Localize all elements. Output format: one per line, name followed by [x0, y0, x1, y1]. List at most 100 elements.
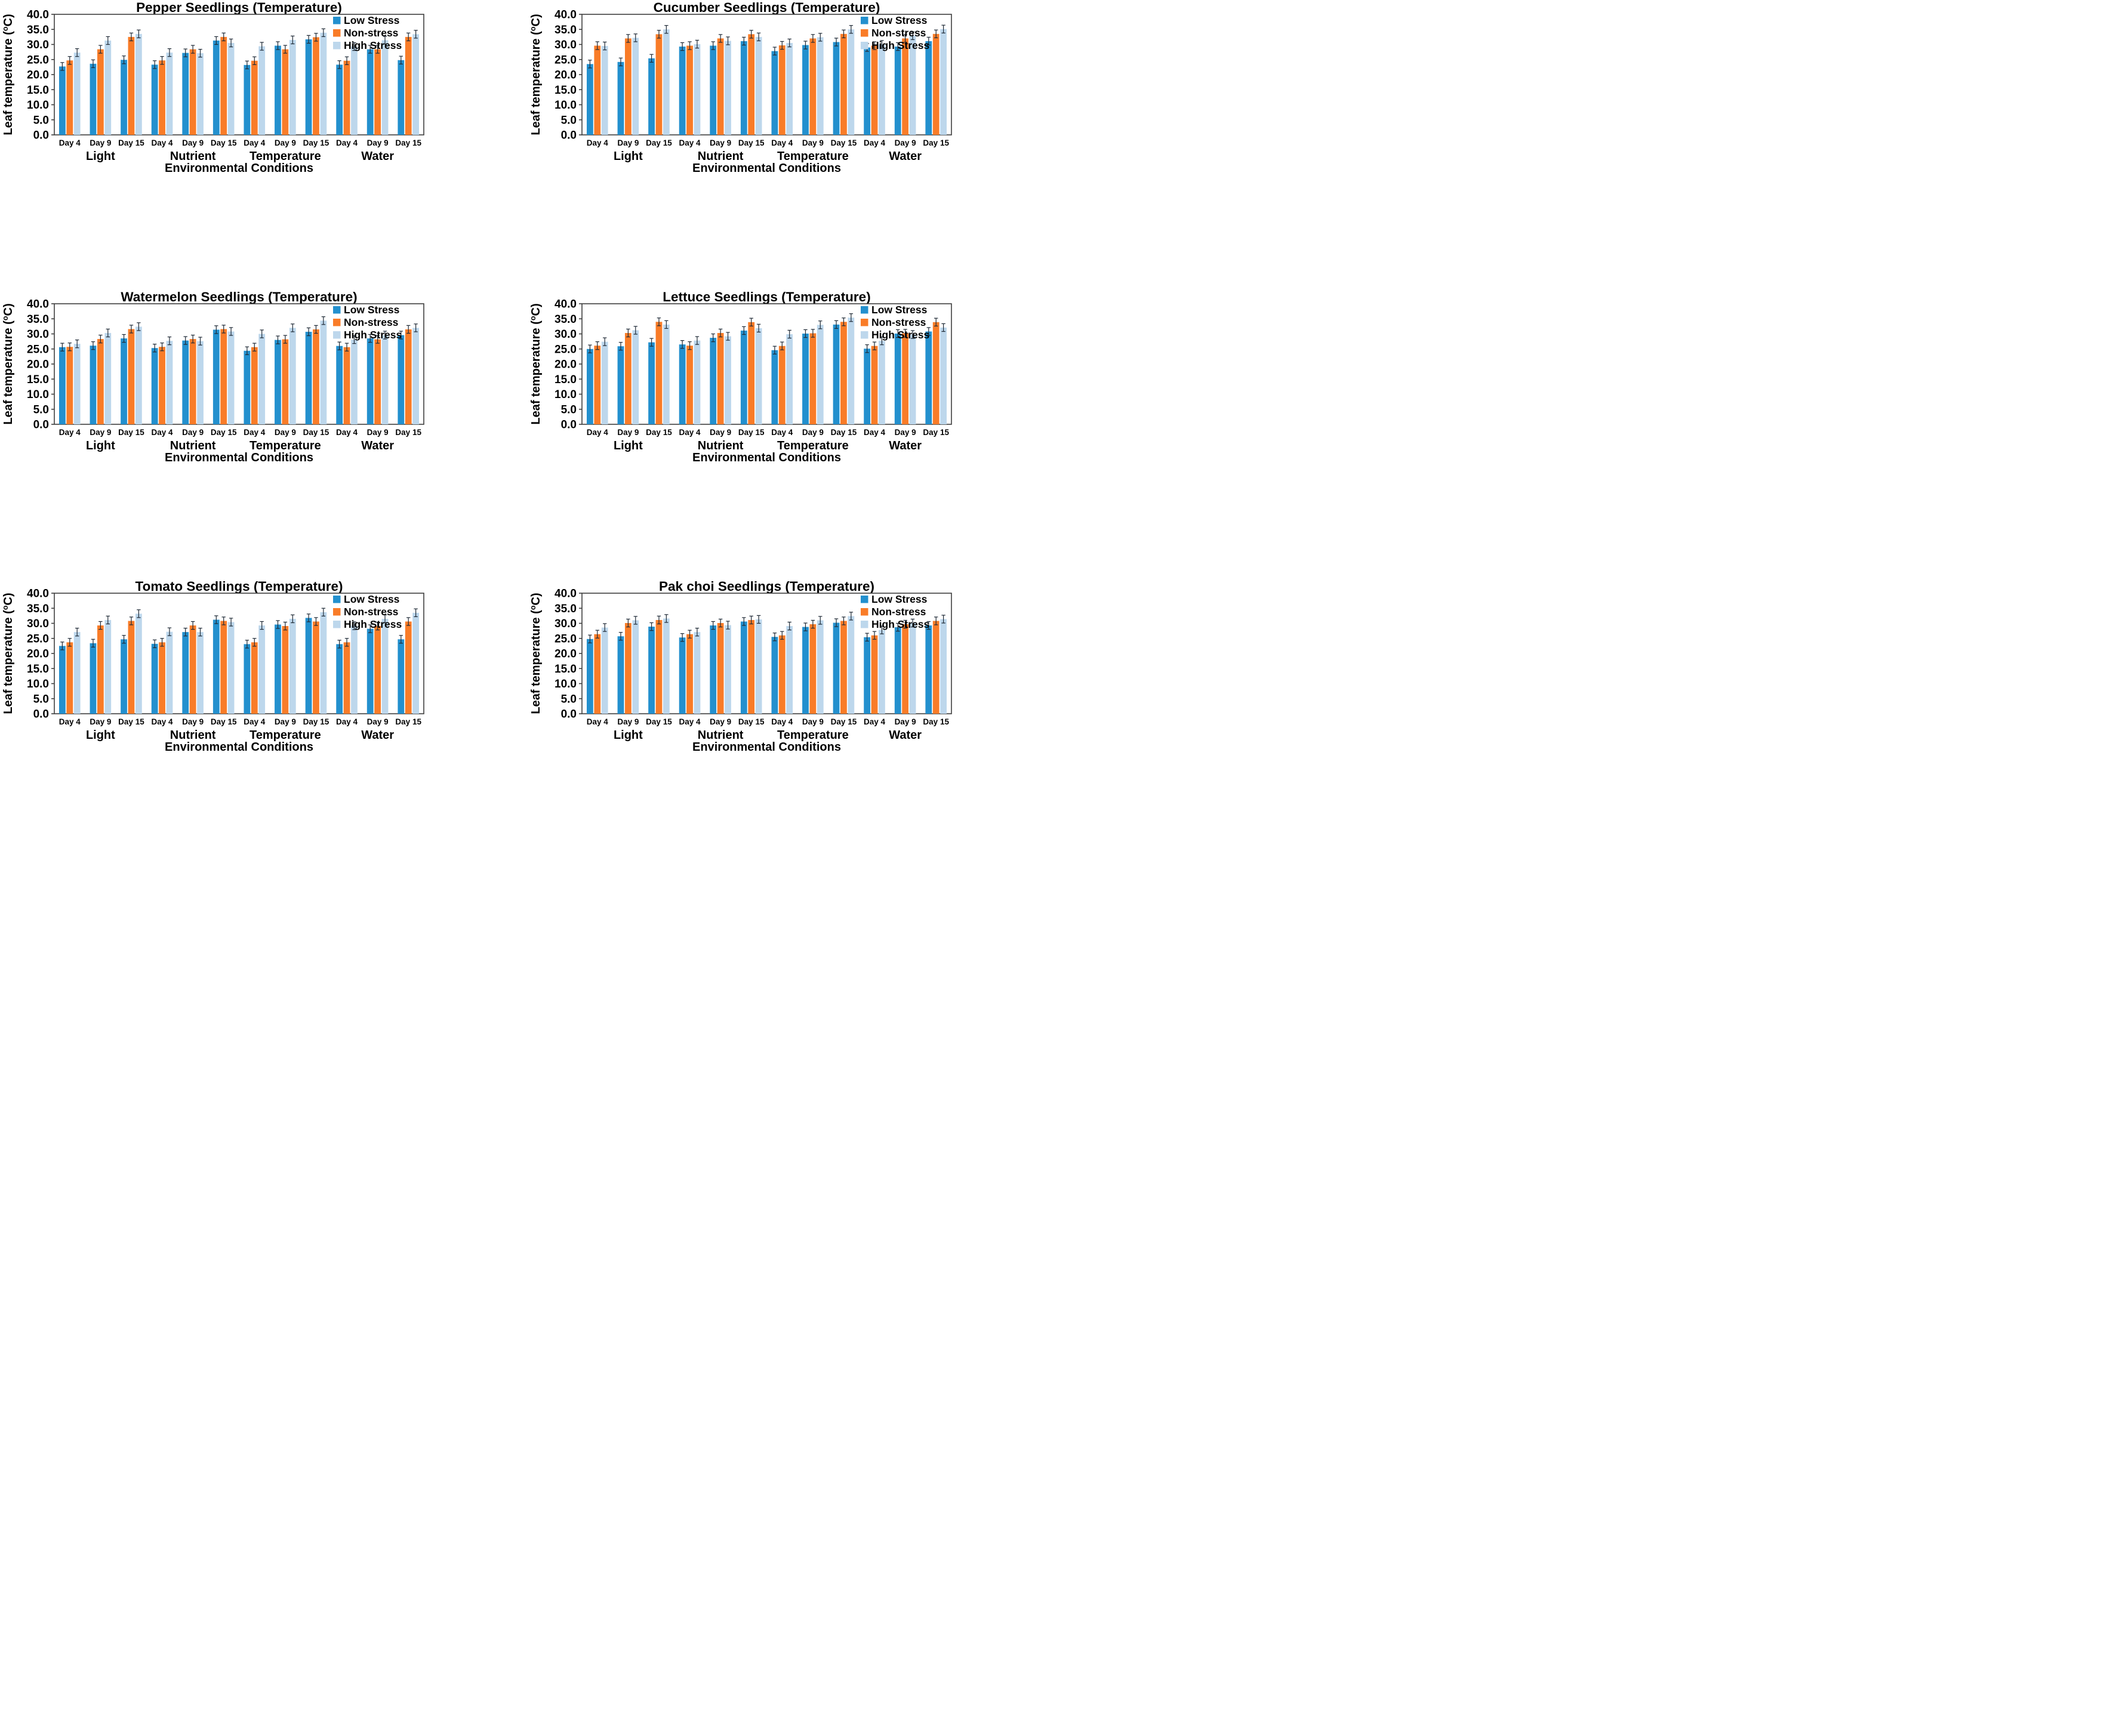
bar — [679, 47, 686, 135]
day-label: Day 9 — [802, 138, 824, 147]
x-axis-title: Environmental Conditions — [165, 741, 313, 754]
bar — [617, 636, 624, 714]
day-label: Day 4 — [59, 717, 81, 726]
bar — [879, 44, 885, 135]
y-tick-label: 10.0 — [27, 388, 49, 401]
day-label: Day 4 — [244, 138, 266, 147]
bar — [717, 332, 724, 424]
bar — [90, 346, 97, 424]
bar — [66, 60, 73, 135]
bar — [840, 33, 847, 135]
bar — [833, 324, 840, 424]
bar — [128, 329, 135, 424]
bar — [617, 346, 624, 424]
day-label: Day 15 — [923, 717, 949, 726]
legend-label: Non-stress — [344, 316, 399, 328]
bar — [940, 327, 947, 424]
y-tick-label: 40.0 — [27, 588, 49, 600]
bar — [694, 632, 701, 714]
group-label: Water — [361, 729, 394, 742]
y-tick-label: 25.0 — [27, 343, 49, 356]
bar-chart-svg: Tomato Seedlings (Temperature) 0.0 5.0 10.0… — [1, 579, 424, 754]
day-label: Day 15 — [395, 717, 421, 726]
bar-chart-svg: Pepper Seedlings (Temperature) 0.0 5.0 10.0… — [1, 0, 424, 175]
bar — [220, 36, 227, 135]
day-label: Day 15 — [738, 428, 765, 437]
bar — [227, 42, 235, 135]
bar — [755, 619, 762, 714]
legend-label: Non-stress — [871, 606, 926, 618]
bar — [710, 625, 717, 714]
bar — [594, 45, 601, 135]
day-label: Day 9 — [367, 138, 389, 147]
bar — [135, 613, 142, 714]
bar — [694, 44, 701, 135]
day-label: Day 9 — [617, 138, 639, 147]
day-label: Day 9 — [710, 428, 731, 437]
legend-label: Low Stress — [344, 593, 400, 605]
bar — [755, 328, 762, 424]
bar — [405, 329, 412, 424]
day-label: Day 15 — [118, 138, 144, 147]
bar — [244, 644, 251, 714]
group-label: Temperature — [777, 729, 849, 742]
bar — [802, 45, 809, 135]
y-tick-label: 10.0 — [555, 99, 577, 112]
bar — [717, 622, 724, 714]
y-tick-label: 25.0 — [555, 54, 577, 66]
bar — [940, 619, 947, 714]
bar — [648, 342, 655, 424]
bar — [313, 37, 319, 135]
bar — [624, 38, 632, 135]
bar — [840, 322, 847, 424]
bar — [398, 60, 405, 135]
bar — [786, 334, 793, 424]
bar — [343, 642, 350, 714]
day-label: Day 9 — [182, 428, 204, 437]
y-tick-label: 20.0 — [27, 648, 49, 661]
bar — [343, 347, 350, 424]
bar — [740, 41, 747, 135]
y-axis-title: Leaf temperature (oC) — [1, 303, 15, 424]
y-axis-title: Leaf temperature (oC) — [529, 303, 543, 424]
bar — [894, 627, 901, 714]
day-label: Day 4 — [771, 428, 793, 437]
bar-chart-svg: Watermelon Seedlings (Temperature) 0.0 5.0… — [1, 289, 424, 464]
leaf-temperature-figure: Pepper Seedlings (Temperature) 0.0 5.0 10.0… — [0, 0, 1055, 868]
day-label: Day 15 — [303, 428, 329, 437]
group-label: Light — [614, 439, 643, 452]
y-tick-label: 5.0 — [33, 403, 49, 416]
bar — [182, 632, 189, 714]
y-axis-title: Leaf temperature (oC) — [1, 593, 15, 714]
day-label: Day 4 — [152, 717, 174, 726]
bar — [197, 53, 204, 135]
day-label: Day 4 — [152, 138, 174, 147]
bar — [159, 642, 165, 714]
day-label: Day 15 — [738, 138, 765, 147]
bar — [182, 340, 189, 424]
bar — [894, 333, 901, 424]
group-label: Water — [889, 150, 922, 163]
bar — [771, 51, 778, 135]
bar — [663, 324, 670, 424]
day-label: Day 4 — [336, 138, 358, 147]
bar — [864, 349, 871, 424]
legend-swatch — [861, 319, 868, 326]
bar — [282, 626, 289, 714]
bar — [212, 329, 220, 424]
y-tick-label: 30.0 — [27, 618, 49, 630]
y-tick-label: 40.0 — [27, 298, 49, 311]
bar — [778, 45, 786, 135]
bar — [694, 340, 701, 424]
group-label: Light — [614, 150, 643, 163]
bar — [725, 336, 731, 424]
legend-swatch — [333, 29, 341, 37]
day-label: Day 9 — [895, 138, 916, 147]
bar — [710, 45, 717, 135]
bar — [594, 634, 601, 714]
day-label: Day 4 — [244, 428, 266, 437]
day-label: Day 9 — [90, 138, 111, 147]
day-label: Day 9 — [710, 138, 731, 147]
bar — [151, 348, 158, 424]
y-tick-label: 0.0 — [561, 129, 577, 142]
